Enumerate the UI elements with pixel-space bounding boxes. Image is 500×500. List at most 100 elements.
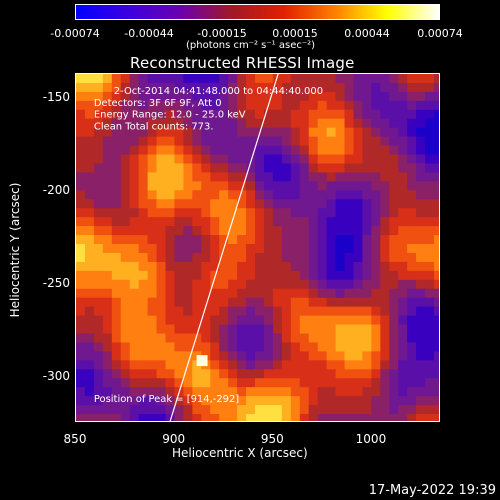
heatmap-cell bbox=[219, 100, 229, 111]
heatmap-cell bbox=[210, 306, 220, 317]
heatmap-cell bbox=[183, 154, 193, 164]
heatmap-cell bbox=[93, 396, 104, 406]
heatmap-cell bbox=[371, 181, 381, 191]
heatmap-cell bbox=[407, 324, 417, 335]
heatmap-cell bbox=[407, 163, 417, 173]
heatmap-cell bbox=[210, 378, 220, 388]
heatmap-cell bbox=[201, 369, 211, 379]
heatmap-cell bbox=[281, 208, 292, 218]
heatmap-cell bbox=[84, 342, 95, 352]
heatmap-cell bbox=[111, 288, 122, 299]
heatmap-cell bbox=[308, 199, 319, 209]
heatmap-cell bbox=[129, 324, 140, 335]
heatmap-cell bbox=[93, 244, 104, 254]
heatmap-cell bbox=[416, 235, 426, 245]
heatmap-cell bbox=[192, 181, 202, 191]
heatmap-cell bbox=[147, 163, 158, 173]
heatmap-cell bbox=[102, 342, 113, 352]
heatmap-cell bbox=[353, 181, 363, 191]
heatmap-cell bbox=[111, 315, 122, 326]
heatmap-cell bbox=[425, 360, 435, 370]
heatmap-cell bbox=[290, 100, 301, 111]
heatmap-cell bbox=[344, 297, 354, 308]
heatmap-cell bbox=[93, 136, 104, 147]
heatmap-cell bbox=[362, 405, 372, 415]
heatmap-cell bbox=[425, 244, 435, 254]
heatmap-cell bbox=[407, 270, 417, 281]
heatmap-cell bbox=[129, 244, 140, 254]
heatmap-cell bbox=[326, 145, 337, 156]
heatmap-cell bbox=[389, 199, 399, 209]
heatmap-cell bbox=[362, 306, 372, 317]
heatmap-cell bbox=[380, 396, 390, 406]
heatmap-cell bbox=[290, 163, 301, 173]
heatmap-cell bbox=[425, 279, 435, 290]
heatmap-cell bbox=[165, 288, 175, 299]
heatmap-cell bbox=[398, 369, 408, 379]
heatmap-cell bbox=[335, 100, 346, 111]
heatmap-cell bbox=[84, 118, 95, 129]
heatmap-cell bbox=[407, 351, 417, 361]
heatmap-cell bbox=[255, 118, 265, 129]
heatmap-cell bbox=[219, 226, 229, 236]
heatmap-cell bbox=[192, 396, 202, 406]
heatmap-cell bbox=[76, 414, 86, 421]
heatmap-cell bbox=[353, 252, 363, 263]
heatmap-cell bbox=[326, 342, 337, 352]
heatmap-cell bbox=[389, 306, 399, 317]
heatmap-cell bbox=[183, 235, 193, 245]
heatmap-cell bbox=[147, 396, 158, 406]
heatmap-cell bbox=[201, 208, 211, 218]
heatmap-cell bbox=[416, 127, 426, 138]
heatmap-cell bbox=[308, 288, 319, 299]
heatmap-cell bbox=[93, 74, 104, 84]
heatmap-cell bbox=[308, 387, 319, 397]
heatmap-cell bbox=[93, 190, 104, 200]
heatmap-cell bbox=[255, 396, 265, 406]
heatmap-cell bbox=[147, 100, 158, 111]
heatmap-cell bbox=[272, 244, 283, 254]
heatmap-cell bbox=[111, 387, 122, 397]
heatmap-cell bbox=[317, 288, 328, 299]
heatmap-cell bbox=[138, 100, 149, 111]
heatmap-cell bbox=[290, 136, 301, 147]
heatmap-cell bbox=[228, 217, 238, 227]
heatmap-cell bbox=[111, 127, 122, 138]
heatmap-cell bbox=[228, 324, 238, 335]
heatmap-cell bbox=[246, 226, 256, 236]
heatmap-cell bbox=[201, 288, 211, 299]
heatmap-cell bbox=[192, 405, 202, 415]
heatmap-cell bbox=[255, 244, 265, 254]
colorbar-tick-label: 0.00044 bbox=[344, 27, 390, 40]
heatmap-cell bbox=[246, 351, 256, 361]
heatmap-cell bbox=[299, 288, 310, 299]
heatmap-cell bbox=[335, 306, 346, 317]
colorbar-tick-label: 0.00074 bbox=[417, 27, 463, 40]
heatmap-cell bbox=[165, 226, 175, 236]
heatmap-cell bbox=[93, 378, 104, 388]
heatmap-cell bbox=[156, 315, 167, 326]
heatmap-cell bbox=[389, 324, 399, 335]
heatmap-cell bbox=[398, 288, 408, 299]
heatmap-cell bbox=[219, 351, 229, 361]
heatmap-cell bbox=[84, 109, 95, 120]
heatmap-cell bbox=[299, 244, 310, 254]
heatmap-cell bbox=[434, 351, 439, 361]
heatmap-cell bbox=[138, 306, 149, 317]
heatmap-cell bbox=[228, 154, 238, 164]
heatmap-cell bbox=[165, 279, 175, 290]
heatmap-cell bbox=[219, 172, 229, 182]
heatmap-cell bbox=[219, 378, 229, 388]
heatmap-cell bbox=[263, 154, 274, 164]
heatmap-cell bbox=[326, 244, 337, 254]
heatmap-cell bbox=[147, 387, 158, 397]
heatmap-cell bbox=[434, 288, 439, 299]
heatmap-cell bbox=[308, 270, 319, 281]
heatmap-cell bbox=[129, 351, 140, 361]
heatmap-cell bbox=[281, 226, 292, 236]
colorbar-tick-label: -0.00074 bbox=[50, 27, 100, 40]
heatmap-cell bbox=[389, 190, 399, 200]
heatmap-cell bbox=[263, 118, 274, 129]
heatmap-cell bbox=[246, 306, 256, 317]
heatmap-cell bbox=[380, 199, 390, 209]
